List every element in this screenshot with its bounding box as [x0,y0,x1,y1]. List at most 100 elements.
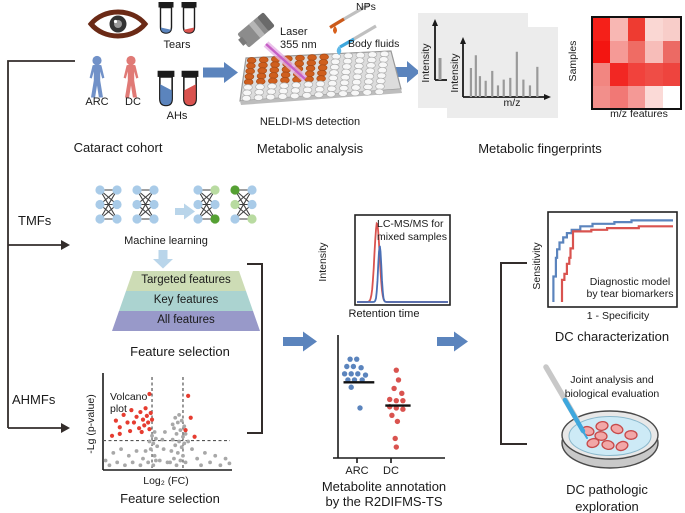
volcano-annotation-line2: plot [110,403,127,415]
ml-label: Machine learning [124,235,208,247]
ahmfs-arrowhead-icon [61,423,70,433]
feature-selection-caption-1: Feature selection [130,344,230,359]
ml-arrow-icon [175,203,195,220]
spectrum-back-ylabel: Intensity [420,43,432,83]
roc-xlabel: 1 - Specificity [586,310,650,322]
petri-caption-line1: DC pathologic [566,482,648,497]
lc-ylabel: Intensity [317,242,329,282]
heatmap-cell [645,18,663,41]
metabolite-dotplot [333,335,445,463]
flow-arrow-2-icon [391,61,420,83]
heatmap-cell [627,85,646,108]
roc-caption: DC characterization [554,329,670,344]
flow-arrow-4-icon [437,331,468,352]
laser-label-line2: 355 nm [280,39,317,51]
heatmap-cell [645,40,663,63]
volcano-annotation-line1: Volcano [110,391,148,403]
tears-label: Tears [163,39,191,51]
spectrum-bars [469,51,539,97]
heatmap-cell [610,18,628,41]
ahs-tubes-icon [157,70,199,107]
heatmap-cell [662,85,680,108]
neldi-label: NELDI-MS detection [259,116,361,128]
dotplot-arc-label: ARC [345,465,369,477]
arc-person-icon [89,55,105,98]
roc-annotation-line1: Diagnostic model [589,276,671,288]
heatmap-cell [593,40,611,63]
ahs-label: AHs [166,110,188,122]
cohort-caption: Cataract cohort [73,140,163,155]
dotplot-caption-line2: by the R2DIFMS-TS [325,494,443,509]
heatmap-cell [610,40,628,63]
roc-plot [547,211,678,308]
heatmap-cell [645,85,663,108]
lc-title-line1: LC-MS/MS for [377,218,444,230]
dotplot-dc-label: DC [383,465,399,477]
well-plate-icon [239,50,402,105]
feature-pyramid [112,271,260,331]
arc-label: ARC [85,96,109,108]
feature-group-bracket [247,263,263,434]
lc-title-line2: mixed samples [377,231,448,243]
analysis-caption: Metabolic analysis [256,141,364,156]
heatmap-cell [610,85,628,108]
heatmap-cell [627,63,646,86]
heatmap-cell [593,18,611,41]
flow-arrow-3-icon [283,331,317,352]
eye-icon [87,9,149,39]
pyramid-layer-3-label: All features [157,314,215,326]
laser-label-line1: Laser [280,26,308,38]
neural-network-right-icon [193,185,257,224]
neural-network-left-icon [95,185,159,224]
fingerprint-heatmap [591,16,682,110]
tmfs-label: TMFs [18,213,52,228]
volcano-plot [102,373,232,471]
heatmap-cell [610,63,628,86]
volcano-xlabel: Log₂ (FC) [143,475,189,487]
roc-annotation-line2: by tear biomarkers [586,288,674,300]
nps-droplet-icon [333,26,337,34]
petri-caption-line2: exploration [575,499,639,513]
heatmap-cell [662,18,680,41]
dc-person-icon [123,55,139,98]
heatmap-cell [627,40,646,63]
tmfs-arrowhead-icon [61,240,70,250]
cells-icon [581,420,638,452]
heatmap-cell [593,85,611,108]
dotplot-caption-line1: Metabolite annotation [321,479,447,494]
lc-chromatogram [354,214,451,306]
spectra-panels [418,13,558,118]
heatmap-cell [662,40,680,63]
spectrum-xlabel: m/z [503,97,521,109]
heatmap-cell [627,18,646,41]
flow-arrow-1-icon [203,62,238,83]
output-group-bracket [500,262,527,445]
laser-beam-core-icon [265,43,306,80]
fingerprints-caption: Metabolic fingerprints [478,141,602,156]
cohort-branch-line [7,60,75,428]
body-fluids-pipette-icon [336,24,377,55]
petri-note-line1: Joint analysis and [570,374,654,386]
body-fluids-droplet-icon [336,46,342,55]
heatmap-cell [662,63,680,86]
pyramid-down-arrow-icon [153,250,173,269]
ahmfs-label: AHMFs [12,392,56,407]
dc-label: DC [125,96,141,108]
petri-note-line2: biological evaluation [564,388,660,400]
heatmap-xlabel: m/z features [610,108,668,120]
heatmap-cell [645,63,663,86]
pyramid-layer-1-label: Targeted features [141,274,231,286]
pyramid-layer-2-label: Key features [153,294,219,306]
feature-selection-caption-2: Feature selection [120,491,220,506]
roc-ylabel: Sensitivity [531,242,543,290]
spectrum-front-ylabel: Intensity [449,53,461,93]
heatmap-ylabel: Samples [567,40,579,82]
nps-pipette-icon [329,2,371,34]
petri-dish-icon [543,364,659,469]
volcano-ylabel: -Lg (p-value) [85,394,97,454]
nps-label: NPs [356,1,376,13]
laser-icon [238,12,308,82]
lc-xlabel: Retention time [348,308,420,320]
